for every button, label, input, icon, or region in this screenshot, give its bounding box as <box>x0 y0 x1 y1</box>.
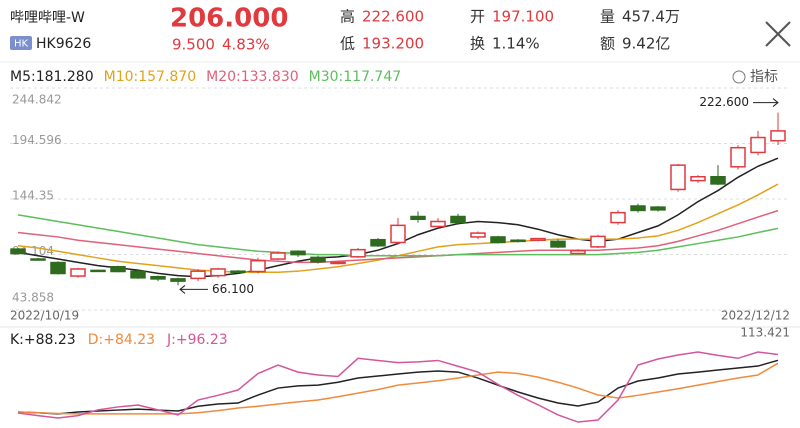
stock-code: HK9626 <box>36 36 91 52</box>
indicator-label: 指标 <box>750 69 778 85</box>
stat-value: 9.42亿 <box>622 35 670 53</box>
candle-body <box>290 250 306 256</box>
candle-body <box>390 224 406 244</box>
candle-body <box>530 237 546 242</box>
stat-label: 低 <box>340 35 355 53</box>
stat-label: 开 <box>470 8 485 26</box>
candle-body <box>410 215 426 221</box>
legend-entry: M5:181.280 <box>10 69 94 85</box>
stat-label: 高 <box>340 8 355 26</box>
ma-line <box>17 209 779 264</box>
stat-value: 222.600 <box>362 8 424 26</box>
indicator-icon <box>732 70 746 84</box>
y-tick-label: 43.858 <box>12 291 54 305</box>
candle-body <box>630 205 646 212</box>
candle-body <box>510 239 526 243</box>
candle-body <box>270 252 286 260</box>
y-tick-label: 113.421 <box>740 326 790 340</box>
kdj-chart: 113.421 K:+88.23 D:+84.23 J:+96.23 <box>10 326 790 423</box>
kdj-line <box>17 359 779 415</box>
candle-body <box>10 248 26 255</box>
stat-label: 量 <box>600 8 615 26</box>
candle-body <box>90 269 106 273</box>
x-tick-label: 2022/12/12 <box>721 309 790 323</box>
legend-entry: M10:157.870 <box>104 69 197 85</box>
candle-body <box>490 236 506 244</box>
ma-line <box>17 214 779 257</box>
legend-entry: K:+88.23 <box>10 332 76 348</box>
stats: 高 222.600 开 197.100 量 457.4万低 193.200 换 1.14% 额 9.… <box>340 8 680 53</box>
stat-value: 1.14% <box>492 35 540 53</box>
candle-body <box>330 261 346 265</box>
legend-entry: M30:117.747 <box>309 69 402 85</box>
price: 206.000 <box>170 4 288 34</box>
candle-body <box>590 235 606 248</box>
legend-entry: J:+96.23 <box>166 332 228 348</box>
stat-label: 换 <box>470 35 485 53</box>
annotation: 222.600 <box>699 95 749 109</box>
candle-body <box>110 266 126 273</box>
indicator-button[interactable]: 指标 <box>732 69 778 85</box>
stat-value: 193.200 <box>362 35 424 53</box>
stat-value: 197.100 <box>492 8 554 26</box>
candle-body <box>610 211 626 224</box>
candle-body <box>130 270 146 279</box>
legend-entry: D:+84.23 <box>88 332 155 348</box>
candle-body <box>730 146 746 168</box>
y-tick-label: 144.35 <box>12 189 54 203</box>
annotation: 66.100 <box>212 282 254 296</box>
candle-body <box>30 258 46 261</box>
candle-body <box>170 278 186 282</box>
y-tick-label: 244.842 <box>12 93 62 107</box>
candle-chart: 43.858 94.104 144.35 194.596 244.842 M5:181.2… <box>10 69 790 323</box>
stat-value: 457.4万 <box>622 8 680 26</box>
y-tick-label: 94.104 <box>12 244 54 258</box>
candle-body <box>670 164 686 191</box>
change: 9.500 <box>172 36 215 54</box>
candle-body <box>550 240 566 248</box>
ma-line <box>17 157 779 278</box>
candle-body <box>370 238 386 247</box>
market-badge: HK <box>14 39 29 50</box>
candle-body <box>150 275 166 280</box>
candle-body <box>570 249 586 255</box>
candle-body <box>70 268 86 277</box>
annotation-arrowhead <box>772 98 779 107</box>
candle-body <box>190 270 206 280</box>
kdj-line <box>17 362 779 415</box>
x-tick-label: 2022/10/19 <box>10 309 79 323</box>
kdj-line <box>17 351 779 423</box>
candle-body <box>770 130 786 142</box>
candle-body <box>470 232 486 238</box>
stock-name: 哔哩哔哩-W <box>10 10 85 26</box>
candle-body <box>430 220 446 228</box>
candle-body <box>250 259 266 273</box>
stat-label: 额 <box>600 35 615 53</box>
candle-body <box>210 268 226 277</box>
annotation-arrowhead <box>179 285 186 294</box>
legend-entry: M20:133.830 <box>206 69 299 85</box>
candle-body <box>450 215 466 224</box>
candle-body <box>690 175 706 182</box>
market-badge-bg <box>10 36 32 50</box>
close-icon <box>765 21 791 47</box>
change-pct: 4.83% <box>222 36 270 54</box>
candle-body <box>350 248 366 258</box>
candle-body <box>50 261 66 275</box>
candle-body <box>650 206 666 211</box>
candle-body <box>230 270 246 274</box>
close-button[interactable] <box>765 21 791 47</box>
candle-body <box>710 175 726 185</box>
y-tick-label: 194.596 <box>12 133 62 147</box>
candle-body <box>750 136 766 154</box>
candle-body <box>310 256 326 263</box>
